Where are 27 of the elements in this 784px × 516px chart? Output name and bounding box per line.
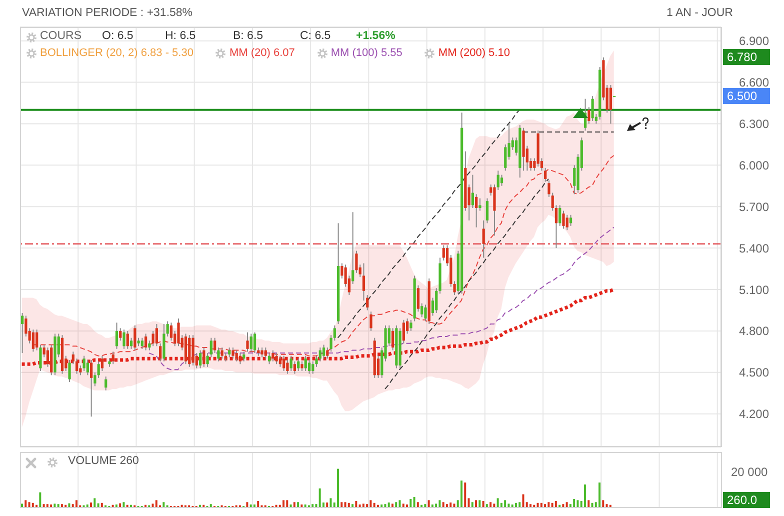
- y-tick-label: 5.700: [739, 200, 770, 214]
- chart-title: VOLUME 260: [68, 455, 139, 467]
- text: 6.780: [727, 50, 758, 64]
- text: 260.0: [727, 493, 758, 507]
- annotation: B: 6.5: [233, 30, 264, 42]
- annotation: +1.56%: [356, 30, 396, 42]
- annotation: O: 6.5: [102, 30, 134, 42]
- annotation: COURS: [40, 30, 82, 42]
- y-tick-label: 4.200: [739, 407, 770, 422]
- text: MM (200) 5.10: [438, 47, 510, 59]
- y-tick-label: 5.400: [739, 241, 770, 256]
- y-tick-label: 5.100: [739, 282, 770, 297]
- chart-title: VARIATION PERIODE : +31.58%: [22, 7, 193, 19]
- y-tick-label: 6.600: [739, 76, 770, 90]
- text: 1 AN - JOUR: [666, 7, 733, 19]
- y-tick-label: 6.300: [739, 116, 770, 131]
- text: 6.500: [727, 89, 758, 104]
- y-tick-label: 6.000: [739, 158, 770, 172]
- annotation: C: 6.5: [300, 30, 331, 42]
- text: MM (20) 6.07: [229, 47, 295, 59]
- y-tick-label: 4.500: [739, 366, 770, 380]
- annotation: BOLLINGER (20, 2) 6.83 - 5.30: [40, 47, 194, 59]
- text: 20 000: [731, 465, 768, 479]
- annotation: H: 6.5: [165, 30, 196, 42]
- y-tick-label: 6.900: [739, 34, 770, 48]
- y-tick-label: 4.800: [739, 324, 770, 338]
- text: MM (100) 5.55: [330, 47, 402, 59]
